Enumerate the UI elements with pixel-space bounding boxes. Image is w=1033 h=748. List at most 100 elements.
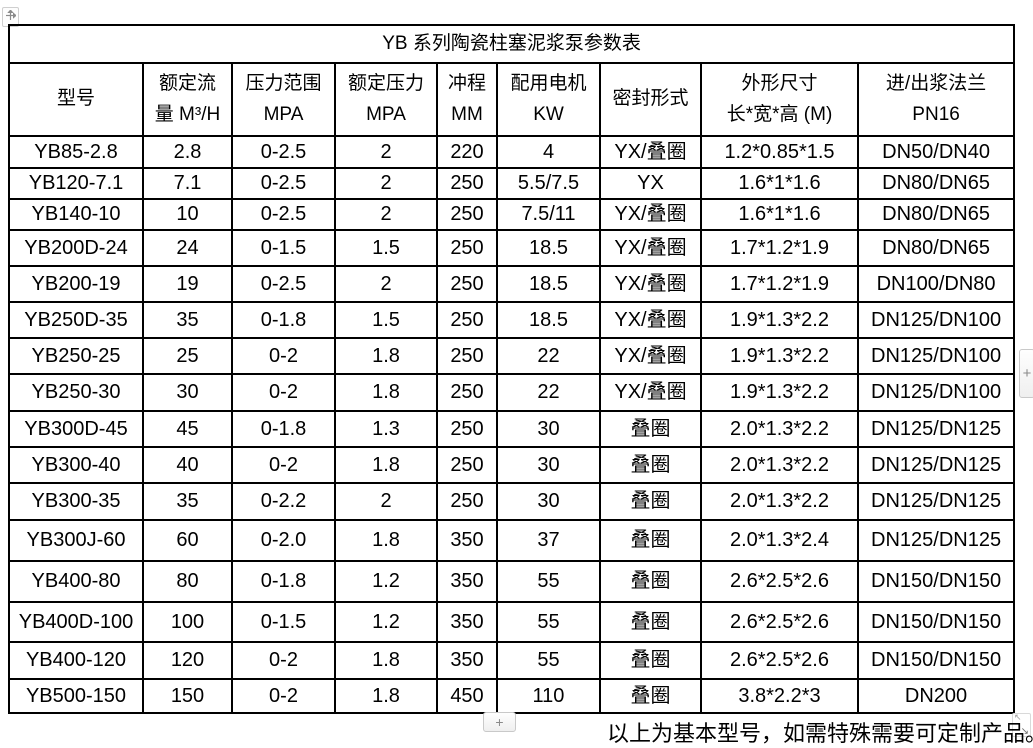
table-cell[interactable]: YB140-10 [8,198,144,231]
table-cell[interactable]: 2.8 [142,135,233,169]
column-header[interactable]: 进/出浆法兰 PN16 [856,62,1016,137]
table-cell[interactable]: 0-2.5 [231,265,336,303]
table-cell[interactable]: 1.9*1.3*2.2 [700,373,859,412]
add-row-button[interactable]: + [483,712,516,732]
table-cell[interactable]: YX/叠圈 [599,301,702,339]
table-cell[interactable]: 2 [334,135,438,169]
table-cell[interactable]: 110 [496,678,601,714]
table-cell[interactable]: DN125/DN100 [856,301,1016,339]
table-cell[interactable]: 100 [142,601,233,643]
table-cell[interactable]: 55 [496,601,601,643]
column-header[interactable]: 外形尺寸 长*宽*高 (M) [700,62,859,137]
table-cell[interactable]: 1.8 [334,446,438,484]
table-cell[interactable]: 2.6*2.5*2.6 [700,641,859,680]
table-cell[interactable]: 250 [436,167,498,200]
table-cell[interactable]: 5.5/7.5 [496,167,601,200]
table-cell[interactable]: 叠圈 [599,560,702,603]
table-cell[interactable]: 0-1.5 [231,601,336,643]
table-cell[interactable]: 2.6*2.5*2.6 [700,560,859,603]
table-cell[interactable]: YB300-40 [8,446,144,484]
table-cell[interactable]: DN80/DN65 [856,167,1016,200]
table-cell[interactable]: DN125/DN125 [856,446,1016,484]
table-cell[interactable]: 1.2*0.85*1.5 [700,135,859,169]
table-cell[interactable]: YB400-80 [8,560,144,603]
table-cell[interactable]: 40 [142,446,233,484]
table-cell[interactable]: 25 [142,337,233,375]
table-cell[interactable]: 1.6*1*1.6 [700,198,859,231]
table-cell[interactable]: 450 [436,678,498,714]
table-cell[interactable]: 0-1.8 [231,410,336,448]
table-cell[interactable]: 1.5 [334,301,438,339]
table-cell[interactable]: DN125/DN125 [856,410,1016,448]
table-cell[interactable]: 22 [496,337,601,375]
table-cell[interactable]: DN100/DN80 [856,265,1016,303]
table-cell[interactable]: YX/叠圈 [599,198,702,231]
table-cell[interactable]: 0-2.5 [231,135,336,169]
table-cell[interactable]: DN80/DN65 [856,229,1016,267]
table-cell[interactable]: 250 [436,482,498,521]
table-cell[interactable]: 1.9*1.3*2.2 [700,337,859,375]
table-cell[interactable]: 叠圈 [599,519,702,562]
table-cell[interactable]: 60 [142,519,233,562]
table-cell[interactable]: 1.3 [334,410,438,448]
table-cell[interactable]: 0-1.8 [231,560,336,603]
table-cell[interactable]: YB250D-35 [8,301,144,339]
table-cell[interactable]: 30 [142,373,233,412]
table-cell[interactable]: YX/叠圈 [599,229,702,267]
table-cell[interactable]: DN125/DN125 [856,519,1016,562]
table-cell[interactable]: 2.0*1.3*2.2 [700,482,859,521]
table-cell[interactable]: YB300D-45 [8,410,144,448]
table-cell[interactable]: 1.8 [334,373,438,412]
table-title[interactable]: YB 系列陶瓷柱塞泥浆泵参数表 [7,24,1016,64]
table-cell[interactable]: YB300J-60 [8,519,144,562]
table-cell[interactable]: 3.8*2.2*3 [700,678,859,714]
table-cell[interactable]: 55 [496,641,601,680]
table-cell[interactable]: DN200 [856,678,1016,714]
column-header[interactable]: 额定流 量 M³/H [142,62,233,137]
table-cell[interactable]: 2 [334,198,438,231]
table-cell[interactable]: 35 [142,301,233,339]
table-cell[interactable]: YX/叠圈 [599,135,702,169]
table-cell[interactable]: YB200D-24 [8,229,144,267]
table-cell[interactable]: 7.1 [142,167,233,200]
table-cell[interactable]: YX/叠圈 [599,265,702,303]
table-cell[interactable]: 250 [436,229,498,267]
table-cell[interactable]: 0-2.5 [231,167,336,200]
table-cell[interactable]: 120 [142,641,233,680]
table-cell[interactable]: 18.5 [496,265,601,303]
table-cell[interactable]: 250 [436,337,498,375]
column-header[interactable]: 密封形式 [599,62,702,137]
table-cell[interactable]: 250 [436,446,498,484]
table-cell[interactable]: 叠圈 [599,641,702,680]
table-cell[interactable]: 叠圈 [599,446,702,484]
column-header[interactable]: 压力范围 MPA [231,62,336,137]
table-cell[interactable]: 2 [334,167,438,200]
table-cell[interactable]: 2.0*1.3*2.2 [700,446,859,484]
table-cell[interactable]: 18.5 [496,301,601,339]
add-column-button[interactable]: + [1019,349,1033,398]
table-cell[interactable]: YB250-25 [8,337,144,375]
table-cell[interactable]: 1.8 [334,678,438,714]
table-cell[interactable]: YB400D-100 [8,601,144,643]
table-cell[interactable]: 2.6*2.5*2.6 [700,601,859,643]
table-cell[interactable]: 1.7*1.2*1.9 [700,265,859,303]
table-cell[interactable]: YB85-2.8 [8,135,144,169]
column-header[interactable]: 型号 [8,62,144,137]
table-cell[interactable]: YB250-30 [8,373,144,412]
footer-note[interactable]: 以上为基本型号，如需特殊需要可定制产品。 [607,721,1033,746]
table-cell[interactable]: 80 [142,560,233,603]
table-cell[interactable]: 叠圈 [599,678,702,714]
table-cell[interactable]: 0-2 [231,678,336,714]
table-cell[interactable]: 250 [436,301,498,339]
table-cell[interactable]: 2 [334,482,438,521]
table-cell[interactable]: DN125/DN100 [856,373,1016,412]
table-resize-handle[interactable]: ↖ ↘ [1012,712,1031,737]
table-cell[interactable]: 0-2 [231,641,336,680]
table-cell[interactable]: 1.6*1*1.6 [700,167,859,200]
table-cell[interactable]: 2 [334,265,438,303]
table-cell[interactable]: 4 [496,135,601,169]
table-cell[interactable]: 1.8 [334,641,438,680]
table-cell[interactable]: 叠圈 [599,482,702,521]
table-cell[interactable]: 0-1.8 [231,301,336,339]
table-cell[interactable]: YX/叠圈 [599,373,702,412]
